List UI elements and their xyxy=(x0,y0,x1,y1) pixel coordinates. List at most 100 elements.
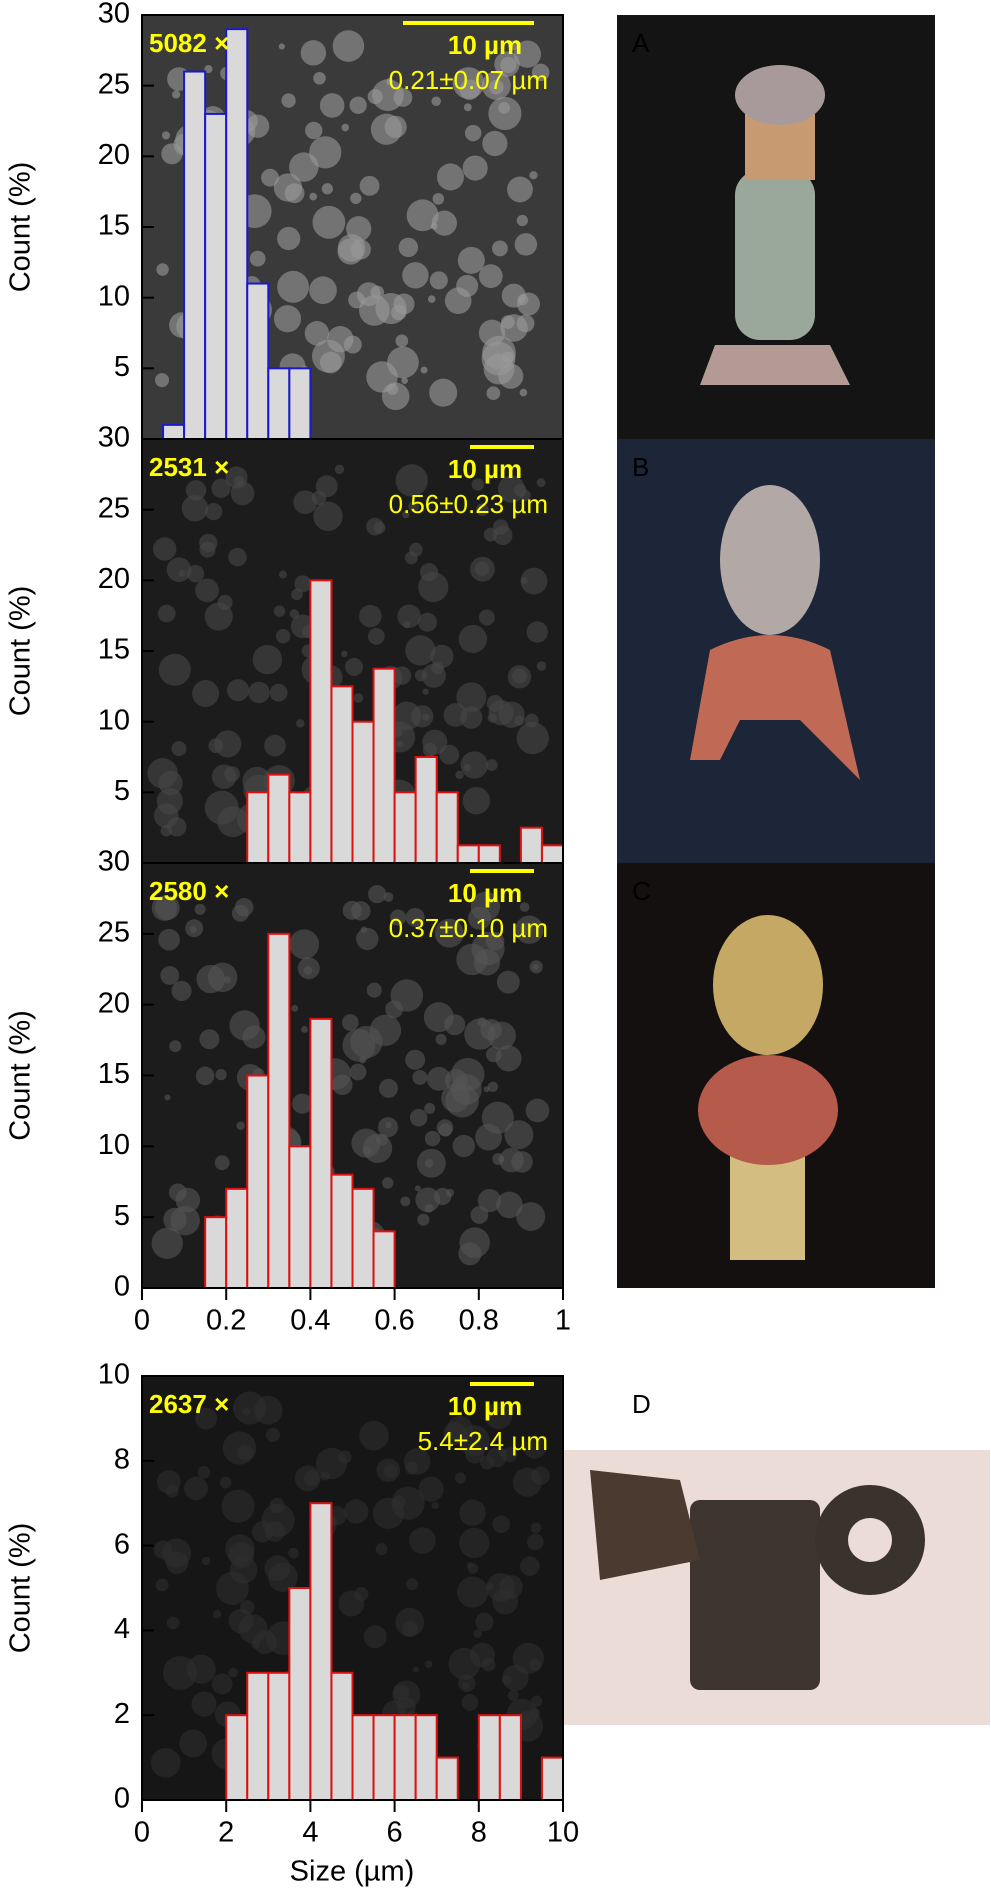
sem-texture xyxy=(359,1420,389,1451)
sem-texture xyxy=(273,305,302,333)
sem-texture xyxy=(409,1108,428,1127)
sem-texture xyxy=(419,563,439,582)
sem-texture xyxy=(213,1610,222,1619)
sem-texture xyxy=(519,388,528,397)
x-tick-label: 0.8 xyxy=(459,1305,499,1337)
sem-texture xyxy=(414,1185,421,1192)
magnification: 5082 × xyxy=(149,28,229,58)
sem-texture xyxy=(432,193,445,205)
panel-label: D xyxy=(632,1389,651,1419)
sem-texture xyxy=(455,1472,467,1484)
sem-texture xyxy=(158,770,183,796)
sem-texture xyxy=(447,1415,473,1442)
sem-texture xyxy=(238,1614,268,1644)
sem-texture xyxy=(514,233,538,256)
sem-texture xyxy=(175,1187,201,1213)
sem-texture xyxy=(431,96,441,107)
sem-texture xyxy=(185,480,207,501)
sem-texture xyxy=(304,321,330,346)
sem-texture xyxy=(459,1527,490,1559)
histogram-bar xyxy=(540,1756,565,1801)
sem-texture xyxy=(459,1499,486,1526)
sem-texture xyxy=(277,270,310,303)
sem-texture xyxy=(422,729,448,755)
sem-texture xyxy=(315,1447,348,1480)
histogram-bar xyxy=(309,1017,333,1289)
sem-texture xyxy=(395,334,409,348)
sem-texture xyxy=(362,1133,393,1163)
sem-texture xyxy=(392,1495,406,1509)
sem-texture xyxy=(195,578,219,603)
histogram-bar xyxy=(456,844,480,864)
sem-texture xyxy=(430,644,454,668)
sem-texture xyxy=(264,734,286,757)
sem-texture xyxy=(233,475,245,486)
mean-size: 0.56±0.23 µm xyxy=(389,489,548,519)
sem-texture xyxy=(252,644,283,675)
sem-texture xyxy=(462,155,488,181)
sem-texture xyxy=(515,915,544,944)
sem-texture xyxy=(530,1522,542,1534)
sem-texture xyxy=(204,502,223,521)
sem-texture xyxy=(492,1515,511,1534)
sem-texture xyxy=(186,1654,216,1684)
sem-texture xyxy=(349,1063,367,1081)
sem-texture xyxy=(402,1621,418,1637)
scale-bar-label: 10 µm xyxy=(448,30,522,60)
sem-texture xyxy=(508,40,518,51)
sem-texture xyxy=(197,1465,211,1479)
sem-texture xyxy=(398,237,419,258)
sem-texture xyxy=(294,1465,321,1492)
sem-texture xyxy=(381,1177,394,1189)
histogram-bar xyxy=(288,1587,312,1801)
sem-texture xyxy=(392,701,422,731)
sem-texture xyxy=(229,1010,260,1041)
y-tick-label: 30 xyxy=(98,0,130,30)
sem-texture xyxy=(487,1021,516,1050)
sem-texture xyxy=(378,1078,399,1098)
photo-d xyxy=(563,1450,990,1725)
sem-texture xyxy=(309,276,337,305)
sem-texture xyxy=(309,192,318,201)
sem-texture xyxy=(269,683,288,702)
sem-texture xyxy=(158,653,191,686)
sem-texture xyxy=(332,30,365,62)
sem-texture xyxy=(156,263,169,276)
sem-texture xyxy=(277,226,301,251)
sem-texture xyxy=(395,464,428,497)
sem-texture xyxy=(199,541,216,558)
sem-texture xyxy=(301,1026,308,1033)
histogram-bar xyxy=(351,1187,375,1290)
sem-texture xyxy=(242,1407,251,1416)
sem-texture xyxy=(488,79,504,95)
sem-texture xyxy=(529,171,538,180)
y-tick-label: 8 xyxy=(114,1443,130,1475)
histogram-bar xyxy=(435,1756,459,1801)
sem-texture xyxy=(157,604,176,623)
sem-texture xyxy=(215,1069,227,1081)
histogram-bar xyxy=(267,1671,291,1802)
sem-texture xyxy=(458,624,488,654)
magnification: 2637 × xyxy=(149,1389,229,1419)
sem-texture xyxy=(536,661,547,671)
sem-texture xyxy=(516,1202,546,1232)
sem-texture xyxy=(526,621,548,643)
sem-texture xyxy=(461,1694,479,1711)
sem-texture xyxy=(171,741,187,757)
sem-texture xyxy=(500,314,528,342)
sem-texture xyxy=(434,918,464,948)
sem-texture xyxy=(420,366,428,374)
sem-texture xyxy=(531,1466,550,1485)
photo-b xyxy=(617,439,935,863)
sem-texture xyxy=(151,1227,183,1259)
sem-texture xyxy=(184,1476,208,1501)
sem-texture xyxy=(408,500,420,512)
sem-texture xyxy=(401,377,408,384)
sem-texture xyxy=(520,567,548,595)
sem-texture xyxy=(249,250,266,267)
y-tick-label: 5 xyxy=(114,775,130,807)
sem-texture xyxy=(494,51,520,77)
sem-texture xyxy=(405,907,425,927)
histogram-bar xyxy=(351,1714,375,1801)
y-tick-label: 4 xyxy=(114,1613,130,1645)
